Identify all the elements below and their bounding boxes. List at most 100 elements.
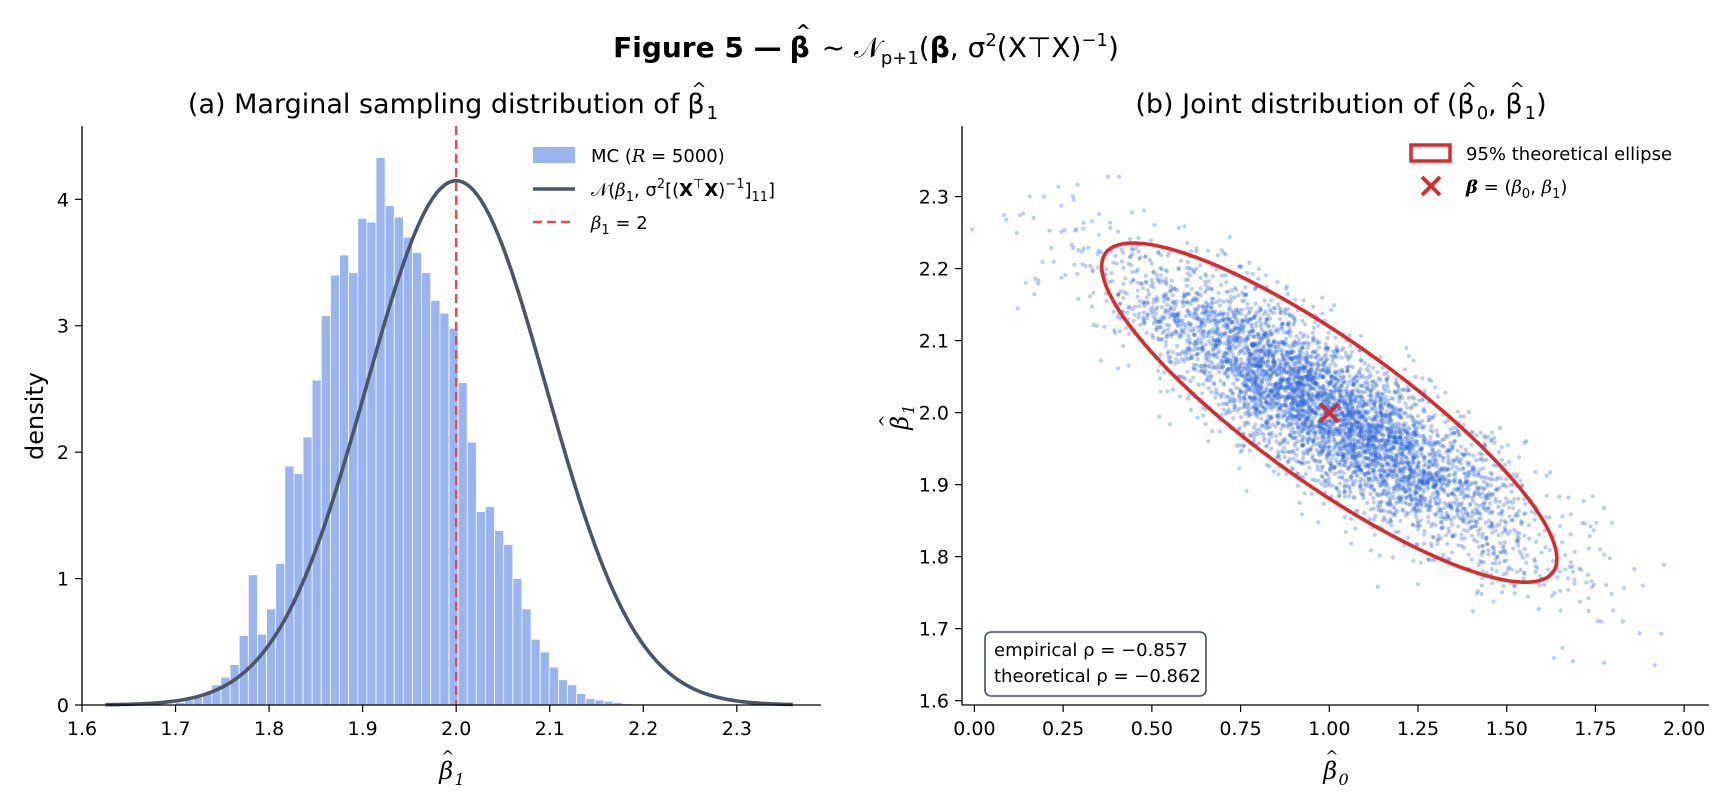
scatter-point: [1291, 361, 1296, 366]
scatter-point: [1479, 475, 1484, 480]
scatter-point: [1322, 427, 1327, 432]
scatter-point: [1284, 286, 1289, 291]
scatter-point: [1249, 324, 1254, 329]
scatter-point: [1348, 401, 1354, 407]
scatter-point: [1356, 400, 1362, 405]
scatter-point: [1031, 215, 1036, 221]
scatter-point: [1398, 482, 1403, 487]
scatter-point: [1332, 303, 1337, 308]
scatter-point: [1204, 319, 1209, 324]
scatter-point: [1188, 407, 1193, 413]
scatter-point: [1253, 389, 1258, 394]
scatter-point: [1388, 446, 1393, 452]
scatter-point: [1144, 330, 1149, 335]
scatter-point: [1455, 509, 1460, 514]
scatter-point: [1208, 374, 1213, 380]
scatter-point: [1162, 293, 1167, 298]
scatter-point: [1141, 208, 1147, 213]
scatter-point: [1285, 395, 1290, 400]
scatter-point: [1105, 174, 1110, 179]
scatter-point: [1428, 495, 1433, 500]
scatter-point: [1263, 399, 1269, 404]
scatter-point: [1225, 401, 1230, 407]
scatter-point: [1125, 310, 1130, 315]
scatter-point: [1337, 432, 1342, 437]
scatter-point: [1333, 375, 1338, 381]
scatter-point: [1170, 350, 1175, 355]
legend-mc-label: MC (R = 5000): [591, 146, 725, 167]
scatter-point: [1317, 389, 1322, 394]
scatter-point: [1245, 337, 1250, 342]
scatter-point: [1075, 182, 1080, 187]
scatter-point: [1371, 399, 1376, 405]
scatter-point: [1268, 388, 1273, 393]
scatter-point: [1429, 544, 1434, 549]
scatter-point: [1236, 310, 1241, 315]
histogram-bar: [503, 544, 514, 706]
scatter-point: [1344, 354, 1349, 359]
scatter-point: [1356, 369, 1361, 374]
histogram-bar: [284, 465, 295, 706]
scatter-point: [1169, 287, 1175, 292]
scatter-point: [1289, 435, 1294, 440]
scatter-point: [1432, 455, 1437, 460]
scatter-point: [1426, 503, 1431, 508]
scatter-point: [1212, 365, 1217, 370]
scatter-point: [1473, 458, 1478, 463]
scatter-point: [1286, 377, 1291, 382]
scatter-point: [1284, 424, 1289, 429]
scatter-point: [1435, 494, 1440, 499]
scatter-point: [1203, 421, 1208, 427]
scatter-point: [1336, 369, 1341, 374]
scatter-point: [1500, 483, 1505, 488]
scatter-point: [1432, 478, 1437, 483]
scatter-point: [1293, 374, 1298, 380]
scatter-point: [1302, 322, 1308, 327]
scatter-point: [1460, 501, 1465, 506]
scatter-point: [1251, 438, 1257, 443]
scatter-point: [1484, 536, 1489, 541]
scatter-point: [1173, 361, 1178, 366]
scatter-point: [1163, 308, 1168, 313]
scatter-point: [1447, 472, 1452, 477]
scatter-point: [1088, 263, 1093, 269]
scatter-point: [1274, 371, 1279, 376]
scatter-point: [1276, 344, 1281, 349]
scatter-point: [1443, 433, 1449, 439]
scatter-point: [1339, 430, 1344, 435]
scatter-point: [1259, 321, 1264, 327]
scatter-point: [1168, 288, 1173, 293]
scatter-point: [1409, 493, 1414, 498]
scatter-point: [1246, 354, 1252, 359]
scatter-point: [1432, 459, 1437, 464]
scatter-point: [1301, 442, 1306, 447]
scatter-point: [1251, 377, 1256, 382]
scatter-point: [1210, 335, 1215, 340]
scatter-point: [1387, 454, 1392, 459]
scatter-point: [1363, 436, 1368, 441]
scatter-point: [1236, 395, 1241, 400]
scatter-point: [1117, 302, 1122, 307]
scatter-point: [1181, 349, 1186, 354]
scatter-point: [1328, 424, 1333, 429]
scatter-point: [1377, 483, 1382, 488]
scatter-point: [1338, 399, 1343, 404]
scatter-point: [1268, 431, 1273, 436]
scatter-point: [1374, 383, 1379, 388]
scatter-point: [1341, 422, 1346, 427]
scatter-point: [1189, 286, 1194, 291]
scatter-point: [1274, 414, 1279, 419]
scatter-point: [1414, 491, 1419, 496]
scatter-point: [1364, 409, 1369, 414]
scatter-point: [1379, 499, 1384, 504]
histogram-bar: [585, 698, 596, 706]
scatter-point: [1370, 380, 1375, 385]
scatter-point: [1394, 406, 1399, 411]
scatter-point: [1389, 454, 1394, 460]
scatter-point: [1245, 410, 1250, 415]
scatter-point: [1502, 519, 1508, 524]
scatter-point: [1338, 432, 1343, 437]
scatter-point: [1408, 406, 1413, 411]
scatter-point: [1376, 500, 1381, 505]
scatter-point: [1349, 464, 1354, 469]
